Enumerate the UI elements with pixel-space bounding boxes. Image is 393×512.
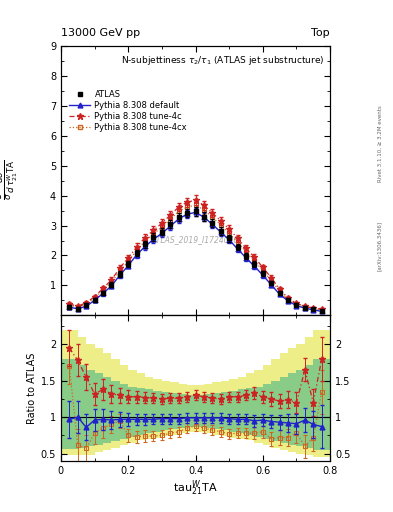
Legend: ATLAS, Pythia 8.308 default, Pythia 8.308 tune-4c, Pythia 8.308 tune-4cx: ATLAS, Pythia 8.308 default, Pythia 8.30… <box>68 88 189 134</box>
Text: N-subjettiness $\tau_2/\tau_1$ (ATLAS jet substructure): N-subjettiness $\tau_2/\tau_1$ (ATLAS je… <box>121 54 325 67</box>
Text: Rivet 3.1.10, ≥ 3.2M events: Rivet 3.1.10, ≥ 3.2M events <box>377 105 382 182</box>
Text: [arXiv:1306.3436]: [arXiv:1306.3436] <box>377 221 382 271</box>
Text: 13000 GeV pp: 13000 GeV pp <box>61 28 140 38</box>
Y-axis label: Ratio to ATLAS: Ratio to ATLAS <box>26 352 37 424</box>
Text: $\frac{1}{\sigma}\frac{d\sigma}{d\,\tau^{W}_{21}\mathrm{TA}}$: $\frac{1}{\sigma}\frac{d\sigma}{d\,\tau^… <box>0 159 20 200</box>
Text: ATLAS_2019_I1724098: ATLAS_2019_I1724098 <box>152 236 239 244</box>
Text: Top: Top <box>312 28 330 38</box>
X-axis label: tau$^W_{21}$TA: tau$^W_{21}$TA <box>173 478 218 498</box>
